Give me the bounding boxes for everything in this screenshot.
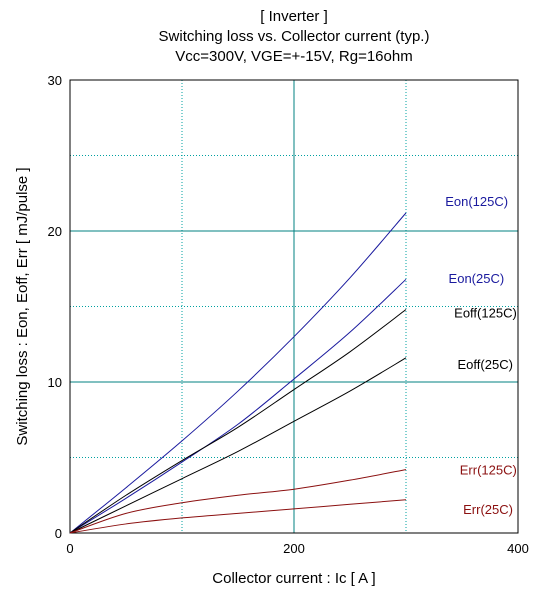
series-label-eon-125c: Eon(125C) [445, 194, 508, 209]
series-line-eoff-125c [69, 309, 407, 534]
grid [70, 80, 518, 533]
chart-title-line-1: [ Inverter ] [260, 8, 328, 25]
series-line-eoff-25c [69, 357, 407, 534]
series-lines [69, 212, 407, 534]
chart-title-line-2: Switching loss vs. Collector current (ty… [158, 28, 430, 45]
series-label-eoff-25c: Eoff(25C) [458, 357, 513, 372]
y-tick-label: 20 [48, 224, 62, 239]
series-line-err-25c [69, 499, 407, 534]
x-axis-label: Collector current : Ic [ A ] [212, 570, 375, 587]
series-label-err-25c: Err(25C) [463, 502, 513, 517]
series-annotations: Eon(125C) Eon(25C) Eoff(125C) Eoff(25C) Err(… [445, 194, 517, 517]
y-axis-label: Switching loss : Eon, Eoff, Err [ mJ/pul… [14, 167, 31, 445]
x-tick-label: 0 [66, 541, 73, 556]
y-tick-label: 30 [48, 73, 62, 88]
series-label-eon-25c: Eon(25C) [449, 271, 505, 286]
series-label-err-125c: Err(125C) [460, 463, 517, 478]
plot-frame [69, 79, 519, 534]
series-label-eoff-125c: Eoff(125C) [454, 306, 517, 321]
series-line-eon-125c [69, 212, 407, 534]
series-line-err-125c [69, 469, 407, 534]
axis-ticks: 0 200 400 0 10 20 30 [48, 73, 529, 556]
x-tick-label: 200 [283, 541, 305, 556]
series-line-eon-25c [69, 278, 407, 534]
chart-title-line-3: Vcc=300V, VGE=+-15V, Rg=16ohm [175, 48, 413, 65]
x-tick-label: 400 [507, 541, 529, 556]
y-tick-label: 0 [55, 526, 62, 541]
y-tick-label: 10 [48, 375, 62, 390]
